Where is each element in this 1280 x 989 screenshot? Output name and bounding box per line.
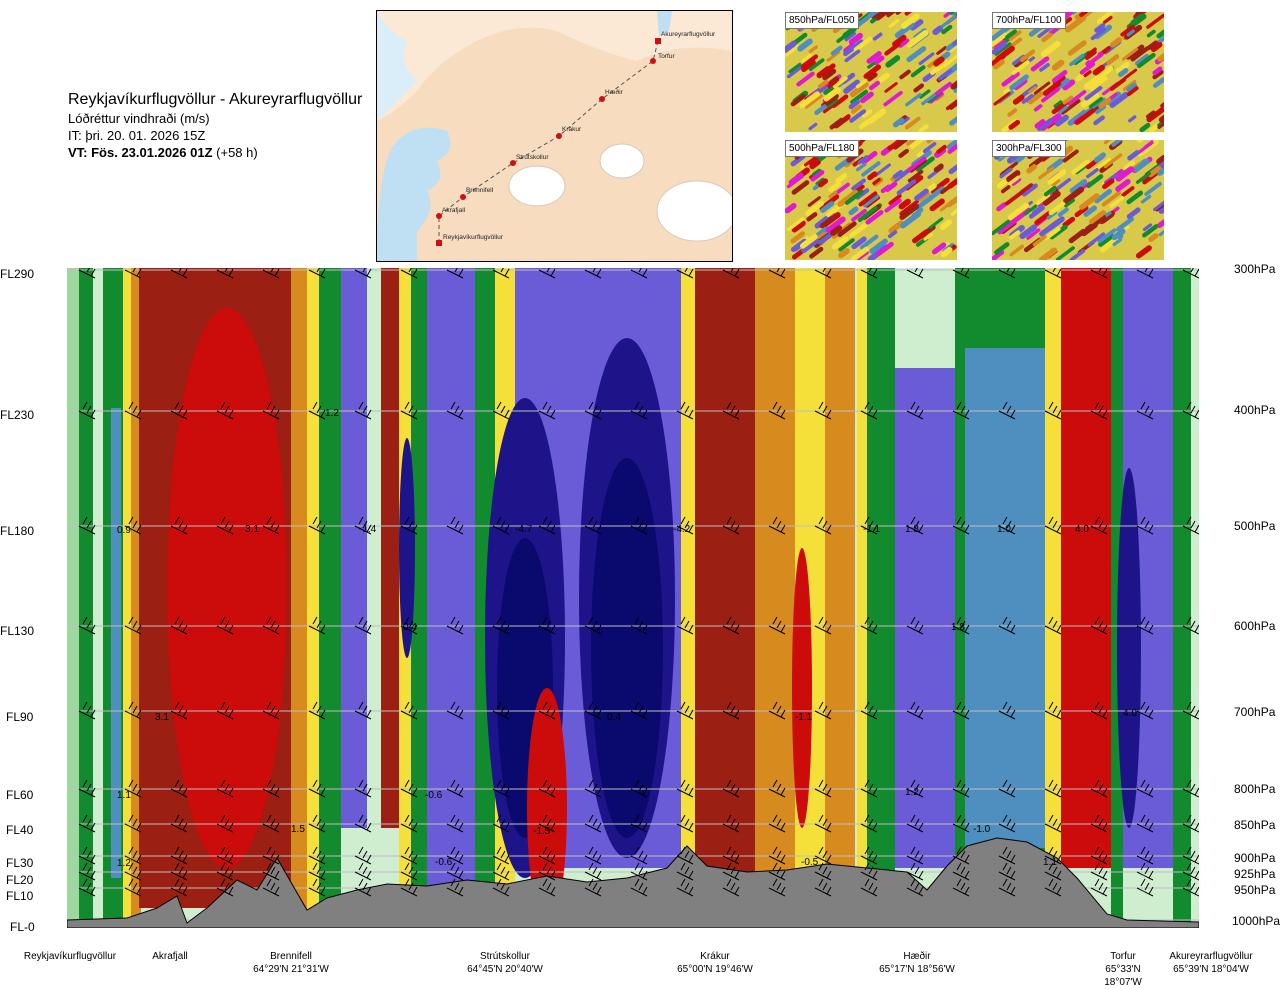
value-label: -4.7 [515, 524, 533, 535]
panel-texture [992, 12, 1164, 132]
panel-700hpa[interactable]: 700hPa/FL100 [992, 12, 1164, 132]
map-marker-krakur [556, 133, 562, 139]
fl-label: FL180 [0, 524, 34, 538]
fl-label: FL30 [6, 856, 40, 870]
value-label: -1.4 [359, 524, 377, 535]
map-label: Akureyrarflugvöllur [661, 31, 716, 38]
value-label: 1.8 [905, 524, 919, 535]
value-label: 4.0 [1123, 708, 1137, 719]
map-marker-akureyri [655, 38, 661, 44]
value-label: -0.5 [801, 857, 819, 868]
value-label: -0.6 [425, 790, 443, 801]
pressure-label: 1000hPa [1232, 914, 1280, 928]
panel-850hpa[interactable]: 850hPa/FL050 [785, 12, 957, 132]
fl-label: FL290 [0, 267, 34, 281]
parameter-subtitle: Lóðréttur vindhraði (m/s) [68, 110, 362, 127]
panel-texture [785, 140, 957, 260]
fl-label: FL40 [6, 823, 40, 837]
panel-label: 500hPa/FL180 [785, 140, 859, 157]
route-title: Reykjavíkurflugvöllur - Akureyrarflugvöl… [68, 90, 362, 110]
pressure-label: 600hPa [1234, 619, 1275, 633]
value-label: 1.1 [117, 790, 131, 801]
route-map-svg: Akureyrarflugvöllur Torfur Hæðir Krákur … [377, 11, 732, 261]
value-label: -1.1 [795, 712, 813, 723]
panel-label: 300hPa/FL300 [992, 140, 1066, 157]
cross-section: 0.9 3.1 -1.4 1.2 -4.7 -4.2 -1.1 1.8 1.0 4.0 0.4 1.8… [67, 268, 1199, 928]
map-label: Hæðir [605, 88, 624, 96]
value-label: 4.0 [1075, 524, 1089, 535]
pressure-label: 950hPa [1234, 883, 1275, 897]
pressure-label: 800hPa [1234, 782, 1275, 796]
value-label: 1.2 [117, 858, 131, 869]
pressure-label: 500hPa [1234, 519, 1275, 533]
fl-label: FL60 [6, 788, 40, 802]
issue-time: IT: þri. 20. 01. 2026 15Z [68, 127, 362, 144]
valid-time: VT: Fös. 23.01.2026 01Z [68, 145, 213, 160]
panel-texture [992, 140, 1164, 260]
fl-label: FL10 [6, 889, 40, 903]
value-label: 0.4 [403, 622, 417, 633]
panel-texture [785, 12, 957, 132]
value-label: 1.8 [951, 622, 965, 633]
map-marker-brennifell [460, 194, 466, 200]
value-label: -0.6 [435, 857, 453, 868]
map-label: Akrafjall [442, 207, 466, 214]
cross-section-svg: 0.9 3.1 -1.4 1.2 -4.7 -4.2 -1.1 1.8 1.0 4.0 0.4 1.8… [67, 268, 1199, 928]
pressure-label: 925hPa [1234, 867, 1275, 881]
value-label: 3.1 [155, 712, 169, 723]
pressure-label: 900hPa [1234, 851, 1275, 865]
map-label: Brennifell [466, 187, 494, 194]
fl-label: FL130 [0, 624, 34, 638]
header-block: Reykjavíkurflugvöllur - Akureyrarflugvöl… [68, 90, 362, 161]
value-label: 0.9 [117, 525, 131, 536]
pressure-label: 850hPa [1234, 818, 1275, 832]
pressure-label: 400hPa [1234, 403, 1275, 417]
route-map: Akureyrarflugvöllur Torfur Hæðir Krákur … [376, 10, 733, 262]
value-label: 1.2 [325, 408, 339, 419]
map-label: Strútskollur [516, 154, 549, 161]
map-marker-torfur [650, 58, 656, 64]
value-label: 1.2 [905, 787, 919, 798]
fl-label: FL-0 [10, 920, 44, 934]
value-label: -1.5 [533, 826, 551, 837]
value-label: 3.1 [245, 524, 259, 535]
map-label: Krákur [562, 126, 582, 133]
map-label: Reykjavíkurflugvöllur [443, 234, 504, 241]
lead-time: (+58 h) [216, 145, 258, 160]
panel-300hpa[interactable]: 300hPa/FL300 [992, 140, 1164, 260]
fl-label: FL90 [6, 710, 40, 724]
map-marker-haedir [599, 96, 605, 102]
value-label: -4.2 [673, 524, 691, 535]
fl-label: FL230 [0, 408, 34, 422]
value-label: -1.1 [863, 524, 881, 535]
fl-label: FL20 [6, 873, 40, 887]
map-marker-reykjavik [436, 240, 442, 246]
map-label: Torfur [658, 53, 675, 60]
panel-label: 850hPa/FL050 [785, 12, 859, 29]
waypoint-label: Reykjavíkurflugvöllur [15, 950, 125, 963]
panel-500hpa[interactable]: 500hPa/FL180 [785, 140, 957, 260]
pressure-label: 700hPa [1234, 705, 1275, 719]
waypoint-label: Akrafjall [140, 950, 200, 963]
pressure-label: 300hPa [1234, 262, 1275, 276]
panel-label: 700hPa/FL100 [992, 12, 1066, 29]
value-label: -1.0 [973, 824, 991, 835]
value-label: 1.1 [1043, 857, 1057, 868]
value-label: 1.0 [997, 524, 1011, 535]
value-label: 0.4 [607, 712, 621, 723]
value-label: 1.5 [291, 824, 305, 835]
